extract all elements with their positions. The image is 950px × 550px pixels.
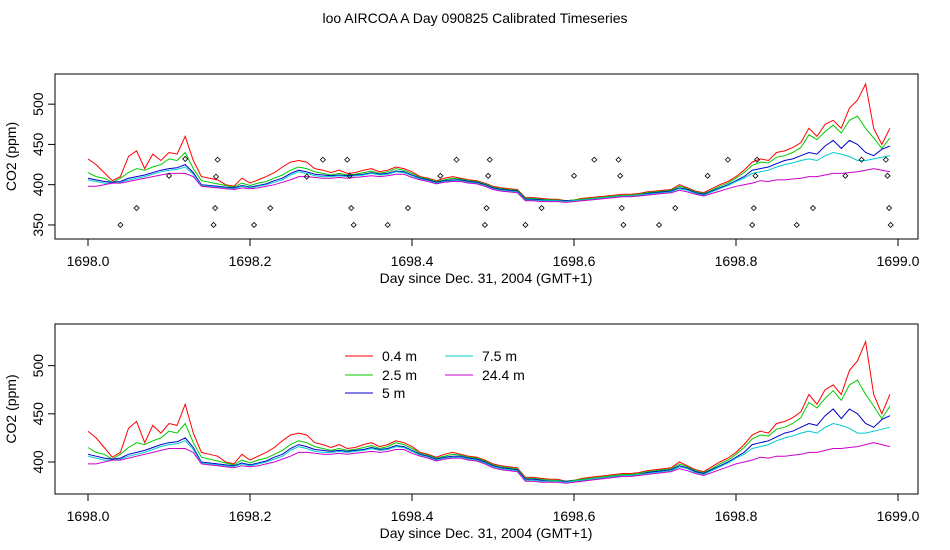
x-tick-label: 1698.8 bbox=[715, 508, 758, 524]
x-tick-label: 1698.8 bbox=[715, 253, 758, 269]
calibration-marker bbox=[655, 221, 663, 229]
calibration-marker bbox=[117, 221, 124, 229]
calibration-marker bbox=[591, 156, 598, 163]
calibration-marker bbox=[453, 156, 460, 163]
plot-frame bbox=[54, 73, 919, 240]
series-line-7-5-m bbox=[87, 422, 891, 483]
x-tick-label: 1698.4 bbox=[391, 253, 434, 269]
calibration-marker bbox=[165, 172, 173, 179]
calibration-marker bbox=[214, 156, 221, 163]
series-line-2-5-m bbox=[87, 115, 891, 202]
calibration-marker bbox=[133, 204, 140, 212]
calibration-marker bbox=[672, 204, 679, 212]
x-axis-label: Day since Dec. 31, 2004 (GMT+1) bbox=[380, 270, 593, 286]
calibration-marker bbox=[350, 221, 357, 229]
calibration-marker bbox=[615, 156, 622, 163]
x-axis-label: Day since Dec. 31, 2004 (GMT+1) bbox=[380, 525, 593, 541]
calibration-marker bbox=[884, 172, 891, 179]
series-line-5-m bbox=[87, 139, 891, 202]
calibration-marker bbox=[210, 221, 217, 229]
y-tick-label: 500 bbox=[30, 92, 46, 116]
calibration-marker bbox=[617, 172, 624, 179]
y-axis-label: CO2 (ppm) bbox=[3, 122, 19, 191]
calibration-marker bbox=[212, 204, 219, 212]
calibration-marker bbox=[404, 204, 412, 212]
series-line-24-4-m bbox=[88, 168, 890, 203]
calibration-marker bbox=[212, 173, 220, 180]
x-tick-label: 1699.0 bbox=[877, 508, 920, 524]
calibration-marker bbox=[267, 204, 274, 212]
x-tick-label: 1698.2 bbox=[229, 253, 272, 269]
x-tick-label: 1698.0 bbox=[67, 508, 110, 524]
series-line-7-5-m bbox=[87, 151, 890, 203]
calibration-marker bbox=[437, 172, 444, 179]
y-tick-label: 350 bbox=[30, 213, 46, 237]
calibration-marker bbox=[485, 172, 492, 179]
calibration-marker bbox=[303, 173, 310, 180]
calibration-marker bbox=[570, 172, 578, 179]
x-tick-label: 1698.6 bbox=[553, 508, 596, 524]
calibration-marker bbox=[793, 221, 800, 229]
series-line-24-4-m bbox=[88, 442, 891, 484]
calibration-marker bbox=[481, 221, 488, 229]
x-tick-label: 1698.4 bbox=[391, 508, 434, 524]
calibration-marker bbox=[887, 221, 894, 229]
calibration-marker bbox=[250, 221, 258, 229]
y-tick-label: 400 bbox=[30, 173, 46, 197]
calibration-marker bbox=[538, 204, 545, 212]
calibration-marker bbox=[704, 172, 711, 179]
series-line-0-4-m bbox=[87, 82, 891, 202]
legend-label: 5 m bbox=[382, 385, 405, 401]
x-tick-label: 1698.0 bbox=[67, 253, 110, 269]
series-line-0-4-m bbox=[87, 339, 891, 482]
plot-frame bbox=[54, 323, 919, 495]
x-tick-label: 1698.6 bbox=[553, 253, 596, 269]
calibration-marker bbox=[842, 172, 849, 179]
calibration-marker bbox=[346, 172, 353, 179]
series-line-2-5-m bbox=[87, 379, 891, 482]
x-tick-label: 1699.0 bbox=[877, 253, 920, 269]
y-tick-label: 450 bbox=[30, 402, 46, 426]
calibration-marker bbox=[486, 156, 493, 163]
calibration-marker bbox=[809, 204, 817, 212]
calibration-marker bbox=[182, 155, 189, 162]
legend-label: 24.4 m bbox=[482, 367, 525, 383]
legend-label: 2.5 m bbox=[382, 367, 417, 383]
page-title: loo AIRCOA A Day 090825 Calibrated Times… bbox=[322, 10, 628, 26]
y-tick-label: 400 bbox=[30, 450, 46, 474]
calibration-marker bbox=[620, 221, 627, 229]
calibration-marker bbox=[618, 204, 625, 212]
calibration-marker bbox=[724, 156, 731, 163]
y-tick-label: 500 bbox=[30, 354, 46, 378]
legend-label: 7.5 m bbox=[482, 348, 517, 364]
calibration-marker bbox=[483, 204, 490, 212]
calibration-marker bbox=[752, 172, 759, 179]
series-line-5-m bbox=[87, 408, 891, 482]
y-tick-label: 450 bbox=[30, 133, 46, 157]
calibration-marker bbox=[886, 204, 893, 212]
calibration-marker bbox=[858, 156, 865, 163]
calibration-marker bbox=[344, 156, 351, 163]
legend-label: 0.4 m bbox=[382, 348, 417, 364]
calibration-marker bbox=[319, 156, 326, 163]
calibration-marker bbox=[753, 156, 761, 163]
y-axis-label: CO2 (ppm) bbox=[3, 374, 19, 443]
calibration-marker bbox=[749, 221, 756, 229]
calibration-marker bbox=[522, 221, 529, 229]
calibration-marker bbox=[882, 156, 889, 163]
calibration-marker bbox=[348, 204, 355, 212]
calibration-marker bbox=[750, 204, 757, 212]
x-tick-label: 1698.2 bbox=[229, 508, 272, 524]
calibration-marker bbox=[384, 221, 391, 229]
